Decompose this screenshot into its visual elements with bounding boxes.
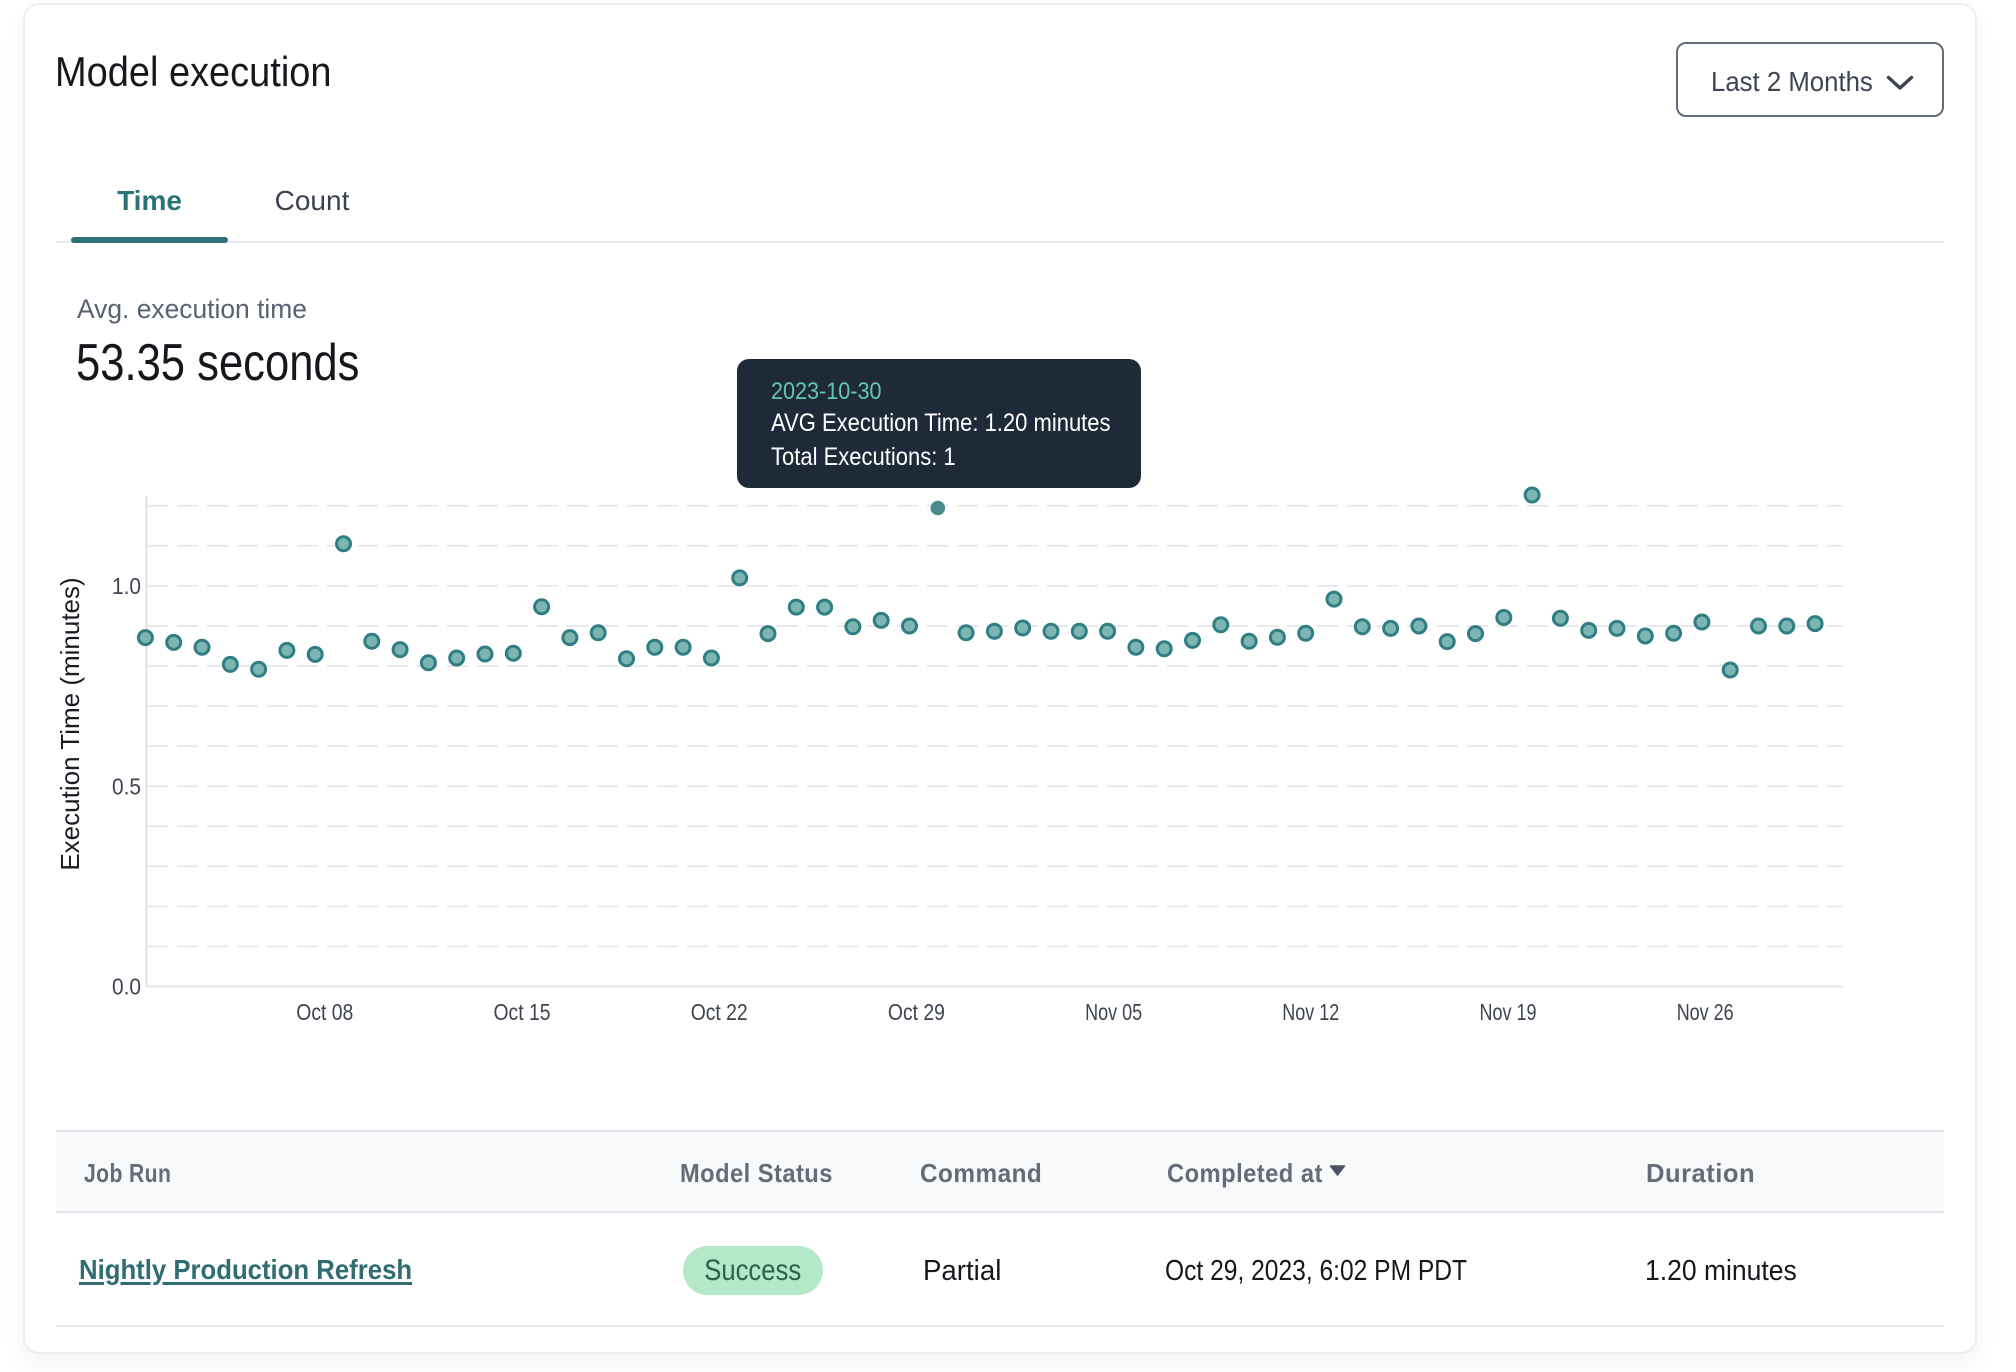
svg-text:Nov 19: Nov 19 [1480, 999, 1537, 1025]
svg-text:Nov 12: Nov 12 [1282, 999, 1339, 1025]
svg-text:Oct 15: Oct 15 [494, 999, 551, 1025]
svg-text:Nov 05: Nov 05 [1085, 999, 1142, 1025]
svg-text:Oct 08: Oct 08 [296, 999, 353, 1025]
svg-text:0.0: 0.0 [112, 974, 141, 1000]
svg-text:0.5: 0.5 [112, 773, 141, 799]
svg-text:Nov 26: Nov 26 [1677, 999, 1734, 1025]
svg-text:Oct 22: Oct 22 [691, 999, 748, 1025]
svg-text:Oct 29: Oct 29 [888, 999, 945, 1025]
svg-text:1.0: 1.0 [112, 573, 141, 599]
svg-text:Execution Time (minutes): Execution Time (minutes) [55, 577, 85, 870]
